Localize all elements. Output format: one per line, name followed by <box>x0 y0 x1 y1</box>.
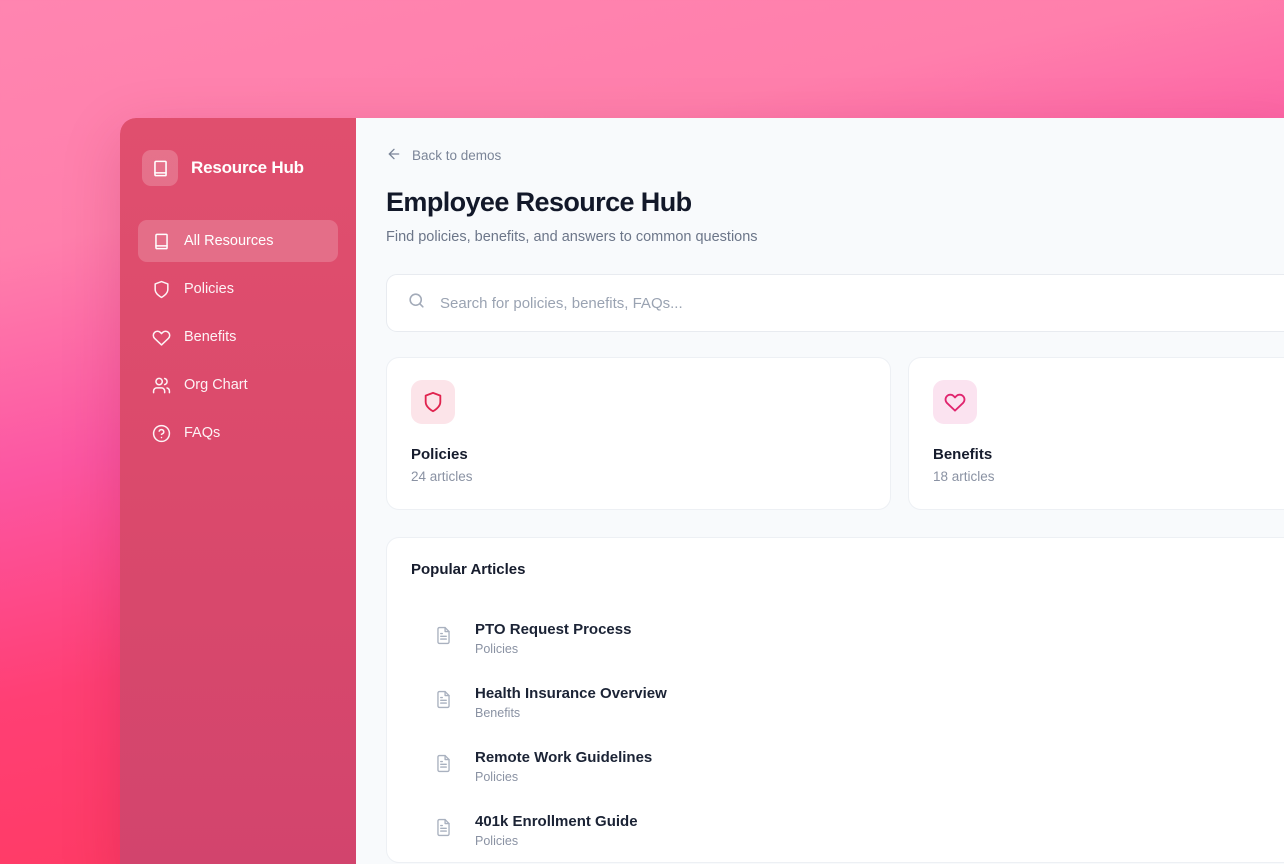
category-count: 18 articles <box>933 469 995 484</box>
sidebar-item-org-chart[interactable]: Org Chart <box>138 364 338 406</box>
article-category: Policies <box>475 833 519 848</box>
article-row[interactable]: Health Insurance Overview Benefits <box>411 670 1284 734</box>
shield-icon <box>411 380 455 424</box>
sidebar-item-label: All Resources <box>184 233 274 249</box>
sidebar-item-label: Benefits <box>184 329 237 345</box>
question-circle-icon <box>152 424 171 443</box>
shield-icon <box>152 280 171 299</box>
sidebar-item-faqs[interactable]: FAQs <box>138 412 338 454</box>
category-card-benefits[interactable]: Benefits 18 articles <box>908 357 1284 510</box>
sidebar-item-benefits[interactable]: Benefits <box>138 316 338 358</box>
page-subtitle: Find policies, benefits, and answers to … <box>386 229 758 245</box>
article-row[interactable]: PTO Request Process Policies <box>411 606 1284 670</box>
sidebar-item-label: FAQs <box>184 425 221 441</box>
page-title: Employee Resource Hub <box>386 187 692 217</box>
article-title: Health Insurance Overview <box>475 684 667 702</box>
search-icon <box>407 291 426 315</box>
book-icon <box>142 150 178 186</box>
document-icon <box>434 690 453 714</box>
sidebar-item-policies[interactable]: Policies <box>138 268 338 310</box>
back-link-label: Back to demos <box>412 148 502 163</box>
heart-icon <box>933 380 977 424</box>
article-category: Benefits <box>475 705 521 720</box>
article-row[interactable]: Remote Work Guidelines Policies <box>411 734 1284 798</box>
article-title: 401k Enrollment Guide <box>475 812 638 830</box>
brand: Resource Hub <box>142 150 338 186</box>
book-icon <box>152 232 171 251</box>
popular-articles-card: Popular Articles PTO Request Process Pol… <box>386 537 1284 863</box>
category-name: Policies <box>411 446 468 463</box>
main-content: Back to demos Employee Resource Hub Find… <box>356 118 1284 864</box>
sidebar-item-all-resources[interactable]: All Resources <box>138 220 338 262</box>
sidebar-item-label: Policies <box>184 281 234 297</box>
article-row[interactable]: 401k Enrollment Guide Policies <box>411 798 1284 862</box>
brand-title: Resource Hub <box>191 158 304 177</box>
sidebar: Resource Hub All Resources Policies <box>120 118 356 864</box>
article-title: PTO Request Process <box>475 620 632 638</box>
document-icon <box>434 818 453 842</box>
search-bar[interactable] <box>386 274 1284 332</box>
article-category: Policies <box>475 641 519 656</box>
category-name: Benefits <box>933 446 993 463</box>
users-icon <box>152 376 171 395</box>
category-card-row: Policies 24 articles Benefits 18 article… <box>386 357 1284 510</box>
sidebar-item-label: Org Chart <box>184 377 248 393</box>
article-title: Remote Work Guidelines <box>475 748 653 766</box>
popular-articles-heading: Popular Articles <box>411 561 526 578</box>
back-to-demos-link[interactable]: Back to demos <box>386 146 501 165</box>
document-icon <box>434 626 453 650</box>
category-count: 24 articles <box>411 469 473 484</box>
category-card-policies[interactable]: Policies 24 articles <box>386 357 891 510</box>
app-window: Resource Hub All Resources Policies <box>120 118 1284 864</box>
heart-icon <box>152 328 171 347</box>
arrow-left-icon <box>386 146 402 165</box>
document-icon <box>434 754 453 778</box>
article-category: Policies <box>475 769 519 784</box>
search-input[interactable] <box>440 294 1284 312</box>
